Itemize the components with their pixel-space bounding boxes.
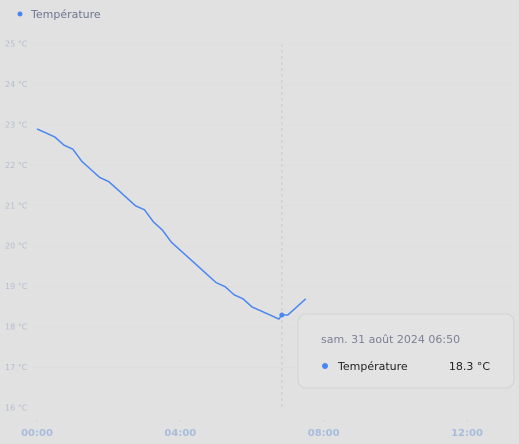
y-tick-label: 25 °C: [5, 40, 28, 49]
y-tick-label: 17 °C: [5, 363, 28, 372]
y-tick-label: 24 °C: [5, 80, 28, 89]
y-tick-label: 21 °C: [5, 201, 28, 210]
x-tick-label: 12:00: [451, 428, 483, 439]
x-tick-label: 00:00: [21, 428, 53, 439]
tooltip-title: sam. 31 août 2024 06:50: [321, 333, 460, 346]
y-tick-label: 16 °C: [5, 404, 28, 413]
y-tick-label: 19 °C: [5, 282, 28, 291]
legend-label[interactable]: Température: [30, 8, 101, 21]
y-tick-label: 23 °C: [5, 120, 28, 129]
tooltip-series: Température: [337, 360, 408, 373]
y-tick-label: 20 °C: [5, 242, 28, 251]
tooltip: sam. 31 août 2024 06:50 Température 18.3…: [297, 313, 515, 389]
series-line: [36, 128, 307, 320]
plot: 16 °C 17 °C 18 °C 19 °C 20 °C 21 °C 22 °C 23 °C…: [5, 40, 515, 439]
highlight-point: [279, 312, 285, 318]
y-tick-label: 22 °C: [5, 161, 28, 170]
y-tick-label: 18 °C: [5, 323, 28, 332]
tooltip-dot: [322, 363, 328, 369]
tooltip-value: 18.3 °C: [449, 360, 490, 373]
x-tick-label: 08:00: [308, 428, 340, 439]
legend-dot: [17, 11, 23, 17]
tooltip-box: [297, 313, 515, 389]
x-tick-label: 04:00: [164, 428, 196, 439]
